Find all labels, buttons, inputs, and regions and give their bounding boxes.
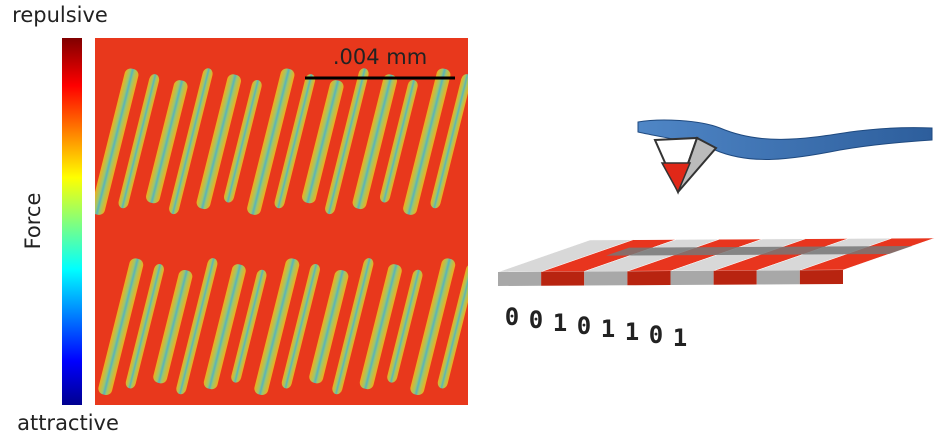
bit-label: 1 <box>553 309 567 337</box>
bit-label: 0 <box>529 306 543 334</box>
bit-front <box>541 272 584 286</box>
colorbar <box>62 38 82 405</box>
bit-front <box>757 270 800 284</box>
bit-front <box>498 272 541 286</box>
bit-label: 1 <box>601 315 615 343</box>
colorbar-top-label: repulsive <box>12 3 108 27</box>
bit-label: 0 <box>505 303 519 331</box>
bit-front <box>800 270 843 284</box>
colorbar-label: Force <box>21 193 45 250</box>
bit-front <box>714 271 757 285</box>
bit-front <box>584 271 627 285</box>
figure: repulsive Force attractive .004 mm 00101… <box>0 0 937 438</box>
bit-label: 0 <box>649 321 663 349</box>
bit-label: 1 <box>673 324 687 352</box>
bit-front <box>671 271 714 285</box>
bit-label: 1 <box>625 318 639 346</box>
force-image <box>90 38 477 405</box>
bit-front <box>627 271 670 285</box>
bit-label: 0 <box>577 312 591 340</box>
data-track <box>498 238 935 286</box>
scale-bar-label: .004 mm <box>333 45 427 69</box>
colorbar-bottom-label: attractive <box>17 411 119 435</box>
